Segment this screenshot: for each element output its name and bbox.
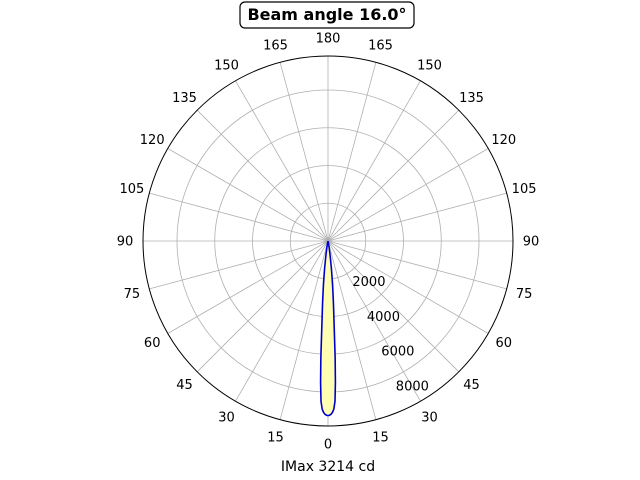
- series-fill: [320, 241, 336, 416]
- radial-tick-label: 4000: [367, 310, 400, 325]
- angle-gridline: [196, 109, 329, 242]
- angle-tick-label: 165: [263, 38, 288, 53]
- x-axis-label: IMax 3214 cd: [281, 459, 375, 475]
- angle-tick-label: 0: [324, 438, 332, 453]
- angle-gridline: [235, 80, 329, 242]
- angle-gridline: [235, 240, 329, 402]
- angle-tick-label: 120: [140, 133, 165, 148]
- chart-title-frame: [239, 1, 415, 29]
- angle-gridline: [327, 240, 507, 290]
- angle-gridline: [327, 109, 460, 242]
- angle-tick-label: 75: [516, 287, 533, 302]
- angle-gridline: [279, 62, 329, 242]
- radial-tick-label: 2000: [352, 275, 385, 290]
- angle-tick-label: 105: [512, 182, 537, 197]
- angle-tick-label: 30: [421, 410, 438, 425]
- polar-frame: [142, 55, 514, 427]
- angle-tick-label: 45: [463, 378, 480, 393]
- angle-gridline: [327, 80, 421, 242]
- angle-tick-label: 60: [144, 336, 161, 351]
- angle-gridline: [327, 240, 460, 373]
- angle-tick-label: 60: [496, 336, 513, 351]
- angle-gridline: [149, 240, 329, 290]
- angle-tick-label: 150: [417, 59, 442, 74]
- angle-gridline: [327, 192, 507, 242]
- angle-gridline: [327, 240, 377, 420]
- angle-gridline: [327, 62, 377, 242]
- angle-tick-label: 15: [372, 431, 389, 446]
- angle-tick-label: 180: [316, 32, 341, 47]
- angle-tick-label: 150: [214, 59, 239, 74]
- angle-tick-label: 30: [218, 410, 235, 425]
- chart-title: Beam angle 16.0°: [247, 5, 406, 24]
- radial-tick-label: 6000: [381, 345, 414, 360]
- angle-tick-label: 165: [368, 38, 393, 53]
- angle-tick-label: 90: [117, 235, 134, 250]
- series-layer: [319, 240, 337, 417]
- angle-tick-label: 120: [491, 133, 516, 148]
- angle-gridline: [327, 240, 421, 402]
- angle-gridline: [327, 240, 489, 334]
- angle-gridline: [279, 240, 329, 420]
- series-line: [319, 240, 337, 417]
- chart-title-box: Beam angle 16.0°: [239, 1, 415, 29]
- angle-tick-label: 75: [124, 287, 141, 302]
- angle-tick-label: 45: [176, 378, 193, 393]
- tick-labels: 0 15 30 45 60 75 90 105 120 135 150 165 180 165 150 135…: [117, 32, 540, 453]
- angle-gridline: [149, 192, 329, 242]
- angle-tick-label: 105: [119, 182, 144, 197]
- radial-tick-label: 8000: [396, 380, 429, 395]
- angle-tick-label: 15: [267, 431, 284, 446]
- angle-gridline: [196, 240, 329, 373]
- angle-gridline: [327, 148, 489, 242]
- angle-gridline: [167, 240, 329, 334]
- angle-tick-label: 90: [523, 235, 540, 250]
- angle-tick-label: 135: [172, 91, 197, 106]
- angle-tick-label: 135: [459, 91, 484, 106]
- angle-gridline: [167, 148, 329, 242]
